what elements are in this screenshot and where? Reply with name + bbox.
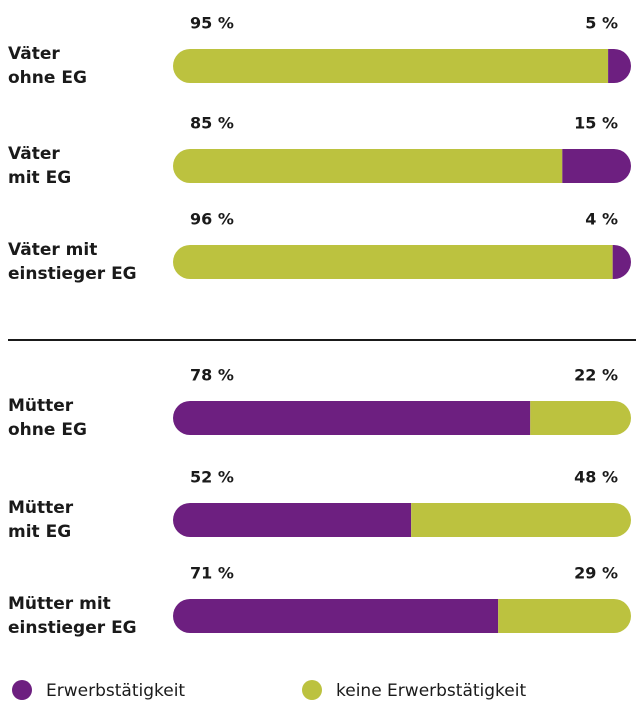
category-label: Mütter ohne EG — [8, 396, 87, 440]
bar-segment — [612, 245, 631, 279]
value-label: 22 % — [574, 366, 618, 385]
value-label: 71 % — [190, 564, 234, 583]
value-label: 29 % — [574, 564, 618, 583]
value-label: 96 % — [190, 210, 234, 229]
category-label: Väter mit einstieger EG — [8, 240, 137, 284]
bar-segment — [173, 149, 563, 183]
bar-segment — [411, 503, 631, 537]
legend-marker — [302, 680, 322, 700]
value-label: 15 % — [574, 114, 618, 133]
value-label: 52 % — [190, 468, 234, 487]
legend-marker — [12, 680, 32, 700]
category-label: Väter mit EG — [8, 144, 72, 188]
category-label: Väter ohne EG — [8, 44, 87, 88]
bar-segment — [608, 49, 631, 83]
bar-segment — [173, 401, 531, 435]
value-label: 85 % — [190, 114, 234, 133]
bar-segment — [173, 245, 613, 279]
bar-segment — [530, 401, 631, 435]
bar-segment — [173, 599, 499, 633]
value-label: 48 % — [574, 468, 618, 487]
legend-label: Erwerbstätigkeit — [46, 681, 185, 701]
value-label: 78 % — [190, 366, 234, 385]
value-label: 95 % — [190, 14, 234, 33]
bar-segment — [173, 503, 412, 537]
value-label: 5 % — [585, 14, 618, 33]
bar-segment — [498, 599, 631, 633]
category-label: Mütter mit EG — [8, 498, 74, 542]
bar-segment — [562, 149, 631, 183]
bar-segment — [173, 49, 609, 83]
value-label: 4 % — [585, 210, 618, 229]
category-label: Mütter mit einstieger EG — [8, 594, 137, 638]
legend-label: keine Erwerbstätigkeit — [336, 681, 526, 701]
